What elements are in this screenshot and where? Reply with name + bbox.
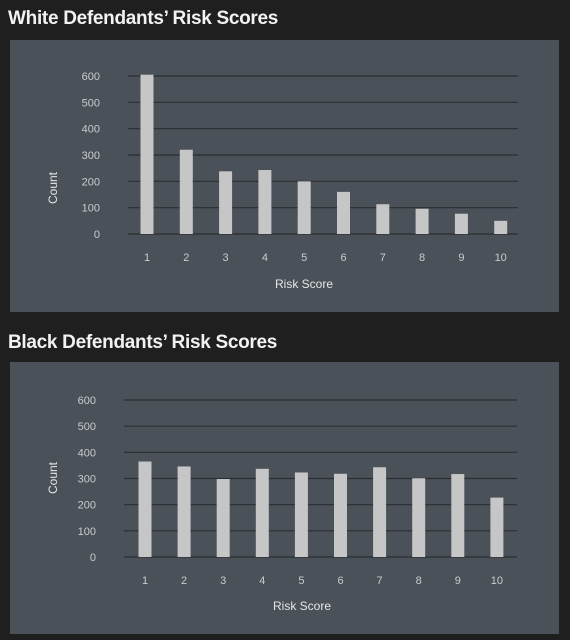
y-tick-label: 100 [78,526,96,538]
x-tick-label: 10 [491,575,503,587]
x-axis-title: Risk Score [275,277,333,291]
bar [451,474,465,557]
chart-panel-white: Count Risk Score 0 100 200 300 400 500 600 1 2 3 4… [10,40,559,312]
x-tick-label: 9 [458,252,464,264]
bar [494,220,508,234]
y-tick-label: 200 [82,176,100,188]
y-tick-label: 500 [82,97,100,109]
bar [140,74,154,234]
y-tick-label: 200 [78,500,96,512]
y-tick-label: 0 [90,552,96,564]
bar [216,479,230,557]
x-tick-label: 2 [181,575,187,587]
chart-panel-black: Count Risk Score 0 100 200 300 400 500 600 1 2 3 4… [10,362,559,634]
bar [219,171,233,234]
x-tick-label: 3 [223,252,229,264]
x-tick-label: 1 [144,252,150,264]
bar [258,170,272,234]
bar [337,191,350,234]
y-tick-label: 500 [78,421,96,433]
bar [415,208,429,234]
bar [177,466,191,557]
bar [454,213,468,234]
x-tick-label: 5 [301,252,307,264]
y-tick-label: 300 [78,474,96,486]
bar [373,467,387,557]
y-tick-label: 100 [82,203,100,215]
y-axis-title: Count [46,171,60,204]
x-tick-label: 7 [380,252,386,264]
bar [255,468,269,557]
x-axis-title: Risk Score [273,599,331,613]
bar [138,461,152,557]
bar [297,181,311,234]
x-tick-label: 1 [142,575,148,587]
y-tick-label: 600 [78,395,96,407]
chart-title-white: White Defendants’ Risk Scores [8,8,279,29]
x-tick-label: 4 [262,252,268,264]
x-tick-label: 5 [298,575,304,587]
bar [376,204,390,234]
chart-title-black: Black Defendants’ Risk Scores [8,332,278,353]
y-tick-label: 300 [82,150,100,162]
y-tick-label: 600 [82,71,100,83]
bar [294,472,308,557]
y-tick-label: 400 [78,447,96,459]
x-tick-label: 9 [455,575,461,587]
bar [334,473,347,557]
bar [412,478,426,557]
x-tick-label: 8 [419,252,425,264]
y-tick-label: 400 [82,124,100,136]
x-tick-label: 2 [183,252,189,264]
y-axis-title: Count [46,461,60,494]
bar-chart-black: Count Risk Score 0 100 200 300 400 500 600 1 2 3 4… [46,395,517,613]
x-tick-label: 10 [495,252,507,264]
x-tick-label: 6 [340,252,346,264]
x-tick-label: 8 [416,575,422,587]
bar [179,149,193,234]
x-tick-label: 6 [337,575,343,587]
y-tick-label: 0 [94,229,100,241]
x-tick-label: 4 [259,575,265,587]
bar-chart-white: Count Risk Score 0 100 200 300 400 500 600 1 2 3 4… [46,71,518,291]
bar [490,497,504,557]
x-tick-label: 7 [377,575,383,587]
x-tick-label: 3 [220,575,226,587]
